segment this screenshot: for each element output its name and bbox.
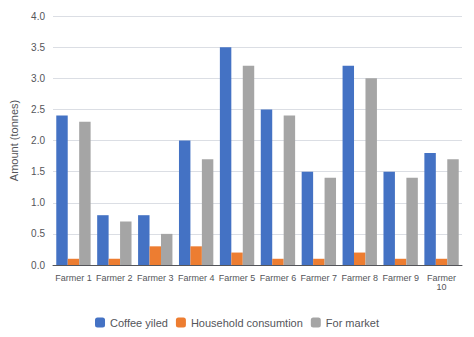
svg-text:4.0: 4.0 bbox=[31, 11, 45, 22]
svg-text:Household consumtion: Household consumtion bbox=[191, 317, 303, 329]
svg-text:3.5: 3.5 bbox=[31, 42, 45, 53]
svg-text:Farmer 3: Farmer 3 bbox=[137, 273, 174, 283]
svg-text:Farmer 8: Farmer 8 bbox=[341, 273, 378, 283]
svg-text:Farmer 7: Farmer 7 bbox=[301, 273, 338, 283]
svg-text:Farmer 5: Farmer 5 bbox=[219, 273, 256, 283]
svg-text:1.0: 1.0 bbox=[31, 197, 45, 208]
svg-text:0.0: 0.0 bbox=[31, 260, 45, 271]
svg-text:2.0: 2.0 bbox=[31, 135, 45, 146]
svg-text:Coffee yiled: Coffee yiled bbox=[110, 317, 168, 329]
svg-text:Farmer 2: Farmer 2 bbox=[96, 273, 133, 283]
svg-text:Amount (tonnes): Amount (tonnes) bbox=[8, 100, 20, 181]
svg-text:0.5: 0.5 bbox=[31, 228, 45, 239]
svg-text:2.5: 2.5 bbox=[31, 104, 45, 115]
svg-text:Farmer 4: Farmer 4 bbox=[178, 273, 215, 283]
svg-text:1.5: 1.5 bbox=[31, 166, 45, 177]
svg-text:Farmer: Farmer bbox=[427, 272, 456, 283]
svg-text:Farmer 9: Farmer 9 bbox=[382, 273, 419, 283]
svg-text:Farmer 1: Farmer 1 bbox=[55, 273, 92, 283]
svg-text:For market: For market bbox=[326, 317, 379, 329]
svg-text:Farmer 6: Farmer 6 bbox=[260, 273, 297, 283]
svg-text:10: 10 bbox=[437, 282, 447, 292]
svg-text:3.0: 3.0 bbox=[31, 73, 45, 84]
